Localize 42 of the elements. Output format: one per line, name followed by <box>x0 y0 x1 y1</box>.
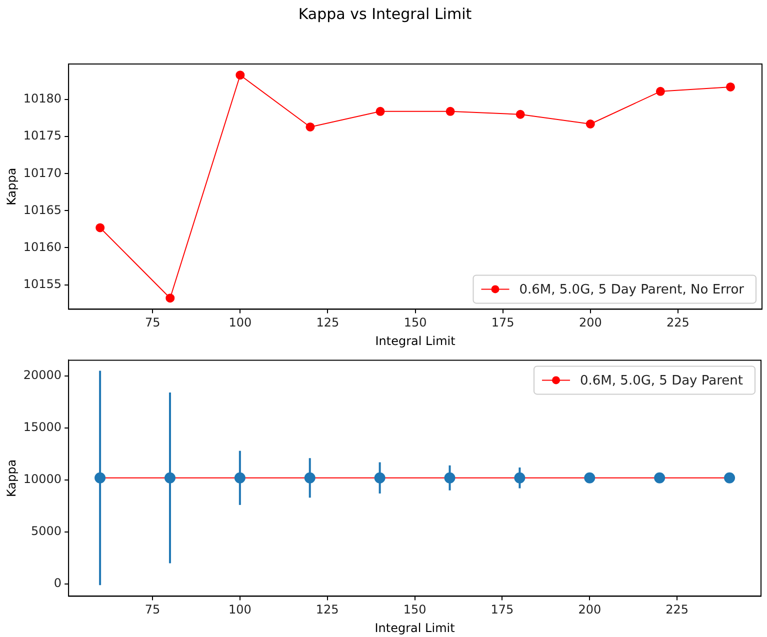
x-axis-title: Integral Limit <box>375 334 456 348</box>
x-tick-label: 150 <box>404 316 427 330</box>
x-tick-label: 200 <box>578 316 602 330</box>
point <box>586 120 595 129</box>
point <box>306 122 315 132</box>
point <box>726 82 735 92</box>
point <box>376 106 385 116</box>
y-tick-label: 10160 <box>23 240 62 254</box>
x-tick-label: 225 <box>666 316 690 330</box>
y-tick-label: 10180 <box>23 92 62 106</box>
x-tick-label: 125 <box>316 316 340 330</box>
x-tick-label: 125 <box>316 602 339 617</box>
legend-label: 0.6M, 5.0G, 5 Day Parent, No Error <box>519 282 745 298</box>
x-tick-label: 175 <box>491 316 514 330</box>
y-tick-label: 15000 <box>23 420 62 434</box>
y-tick-label: 10000 <box>23 472 62 486</box>
y-tick-label: 10165 <box>23 202 62 217</box>
x-tick-label: 100 <box>228 316 252 330</box>
y-tick-label: 10175 <box>23 128 62 143</box>
x-tick-label: 75 <box>144 602 160 617</box>
x-tick-label: 175 <box>490 602 514 617</box>
y-tick-label: 10155 <box>23 276 62 291</box>
y-axis-title: Kappa <box>4 168 18 206</box>
x-tick-label: 100 <box>228 602 252 617</box>
point <box>166 294 175 303</box>
point <box>236 70 245 80</box>
x-tick-label: 200 <box>578 602 602 617</box>
chart-title: Kappa vs Integral Limit <box>298 4 472 23</box>
x-tick-label: 150 <box>403 602 426 617</box>
point <box>446 106 455 116</box>
y-tick-label: 20000 <box>23 368 62 382</box>
y-tick-label: 5000 <box>31 524 62 538</box>
x-tick-label: 225 <box>666 602 689 617</box>
point <box>96 223 105 232</box>
point <box>656 86 665 96</box>
point <box>516 110 525 119</box>
legend-label: 0.6M, 5.0G, 5 Day Parent <box>580 374 744 389</box>
y-tick-label: 0 <box>54 576 62 590</box>
x-tick-label: 75 <box>144 316 160 330</box>
y-axis-title: Kappa <box>4 459 18 498</box>
y-tick-label: 10170 <box>23 166 62 180</box>
x-axis-title: Integral Limit <box>374 620 456 635</box>
